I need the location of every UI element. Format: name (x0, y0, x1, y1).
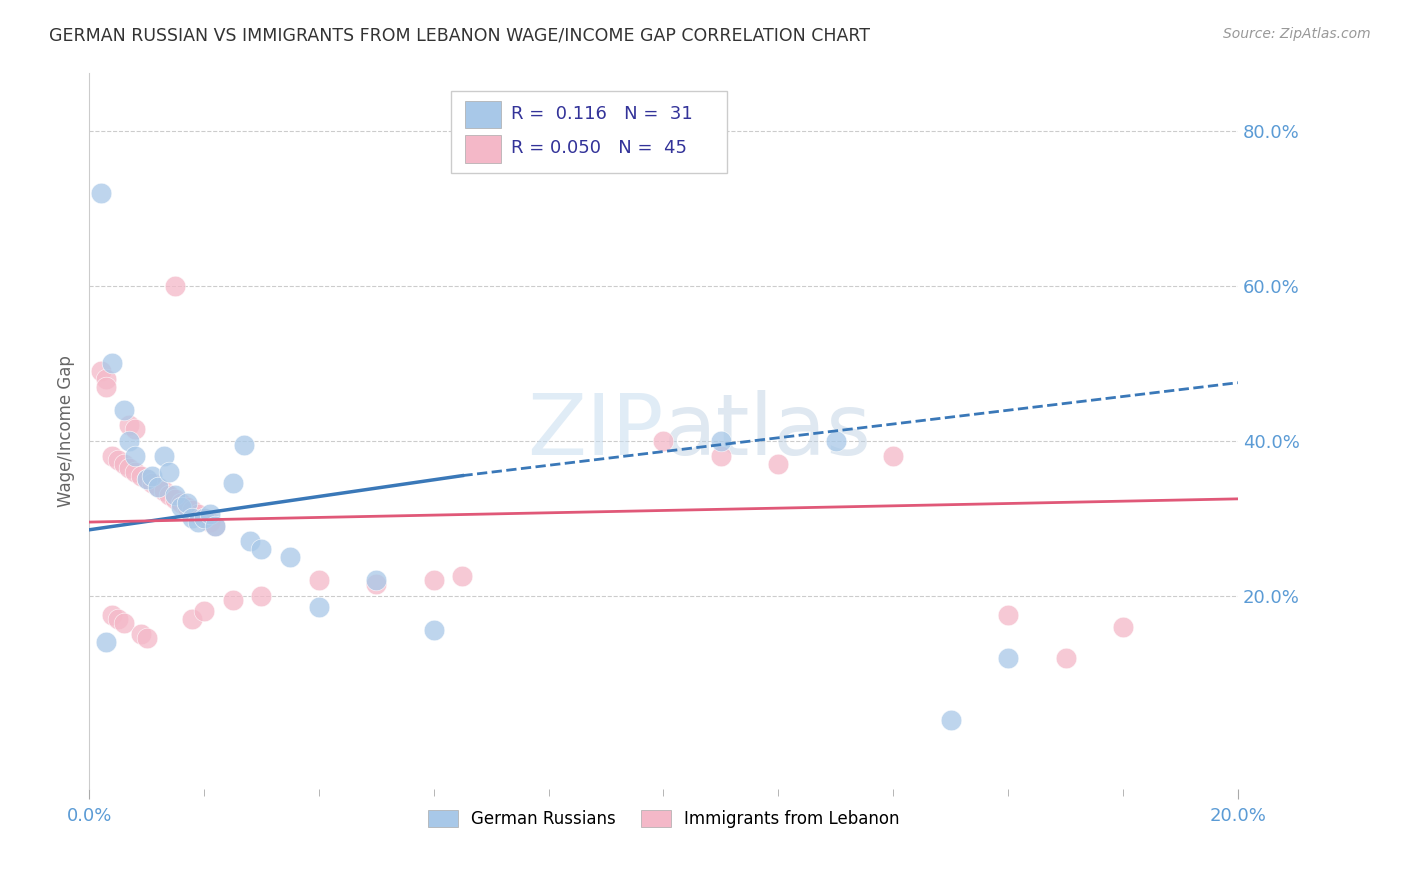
Point (96, 379, 118, 393)
Point (107, 612, 129, 626)
Point (129, 468, 152, 483)
Point (101, 356, 124, 370)
Text: R =  0.116   N =  31: R = 0.116 N = 31 (510, 104, 692, 123)
Point (366, 573, 388, 587)
Point (1112, 619, 1135, 633)
Point (176, 496, 198, 510)
Point (710, 434, 733, 448)
Point (165, 279, 187, 293)
FancyBboxPatch shape (465, 101, 502, 128)
Point (939, 713, 962, 727)
Point (135, 473, 157, 487)
Point (90, 186, 112, 200)
Point (652, 434, 675, 448)
Point (141, 468, 163, 483)
Point (176, 500, 198, 514)
Point (112, 615, 135, 630)
Point (135, 473, 157, 487)
Point (159, 465, 181, 479)
Point (90, 364, 112, 378)
Point (997, 607, 1019, 622)
Point (187, 508, 209, 522)
Point (451, 569, 474, 583)
Point (118, 461, 141, 475)
Point (181, 612, 204, 626)
Point (165, 488, 187, 502)
Point (118, 434, 141, 448)
Point (198, 508, 221, 522)
Point (239, 534, 262, 549)
Point (366, 577, 388, 591)
Point (221, 476, 243, 491)
Point (181, 503, 204, 517)
Point (233, 437, 256, 451)
Point (422, 573, 444, 587)
Point (146, 480, 169, 494)
Point (124, 465, 146, 479)
Point (250, 589, 273, 603)
FancyBboxPatch shape (465, 136, 502, 162)
Text: Source: ZipAtlas.com: Source: ZipAtlas.com (1223, 27, 1371, 41)
Point (141, 476, 163, 491)
Point (250, 542, 273, 557)
Point (204, 519, 226, 533)
Text: ZIP: ZIP (527, 390, 664, 473)
Point (824, 434, 846, 448)
Point (221, 592, 243, 607)
Point (124, 422, 146, 436)
Point (101, 607, 124, 622)
Point (278, 549, 301, 564)
Point (165, 491, 187, 506)
Point (118, 418, 141, 433)
Point (198, 515, 221, 529)
Point (181, 511, 204, 525)
Point (1054, 650, 1077, 665)
Text: R = 0.050   N =  45: R = 0.050 N = 45 (510, 139, 686, 157)
Point (124, 450, 146, 464)
Point (193, 511, 215, 525)
Point (152, 484, 174, 499)
Point (146, 480, 169, 494)
Point (96, 372, 118, 386)
Point (159, 488, 181, 502)
Point (193, 604, 215, 618)
Y-axis label: Wage/Income Gap: Wage/Income Gap (58, 355, 75, 507)
Point (152, 450, 174, 464)
Point (308, 600, 330, 615)
Point (170, 500, 193, 514)
Point (768, 457, 790, 471)
Point (422, 624, 444, 638)
FancyBboxPatch shape (451, 91, 727, 173)
Text: GERMAN RUSSIAN VS IMMIGRANTS FROM LEBANON WAGE/INCOME GAP CORRELATION CHART: GERMAN RUSSIAN VS IMMIGRANTS FROM LEBANO… (49, 27, 870, 45)
Point (308, 573, 330, 587)
Legend: German Russians, Immigrants from Lebanon: German Russians, Immigrants from Lebanon (420, 803, 905, 835)
Point (112, 402, 135, 417)
Point (710, 450, 733, 464)
Point (187, 515, 209, 529)
Point (96, 635, 118, 649)
Text: atlas: atlas (664, 390, 872, 473)
Point (997, 650, 1019, 665)
Point (882, 450, 904, 464)
Point (112, 457, 135, 471)
Point (101, 450, 124, 464)
Point (204, 519, 226, 533)
Point (129, 627, 152, 641)
Point (135, 632, 157, 646)
Point (193, 511, 215, 525)
Point (170, 496, 193, 510)
Point (107, 453, 129, 467)
